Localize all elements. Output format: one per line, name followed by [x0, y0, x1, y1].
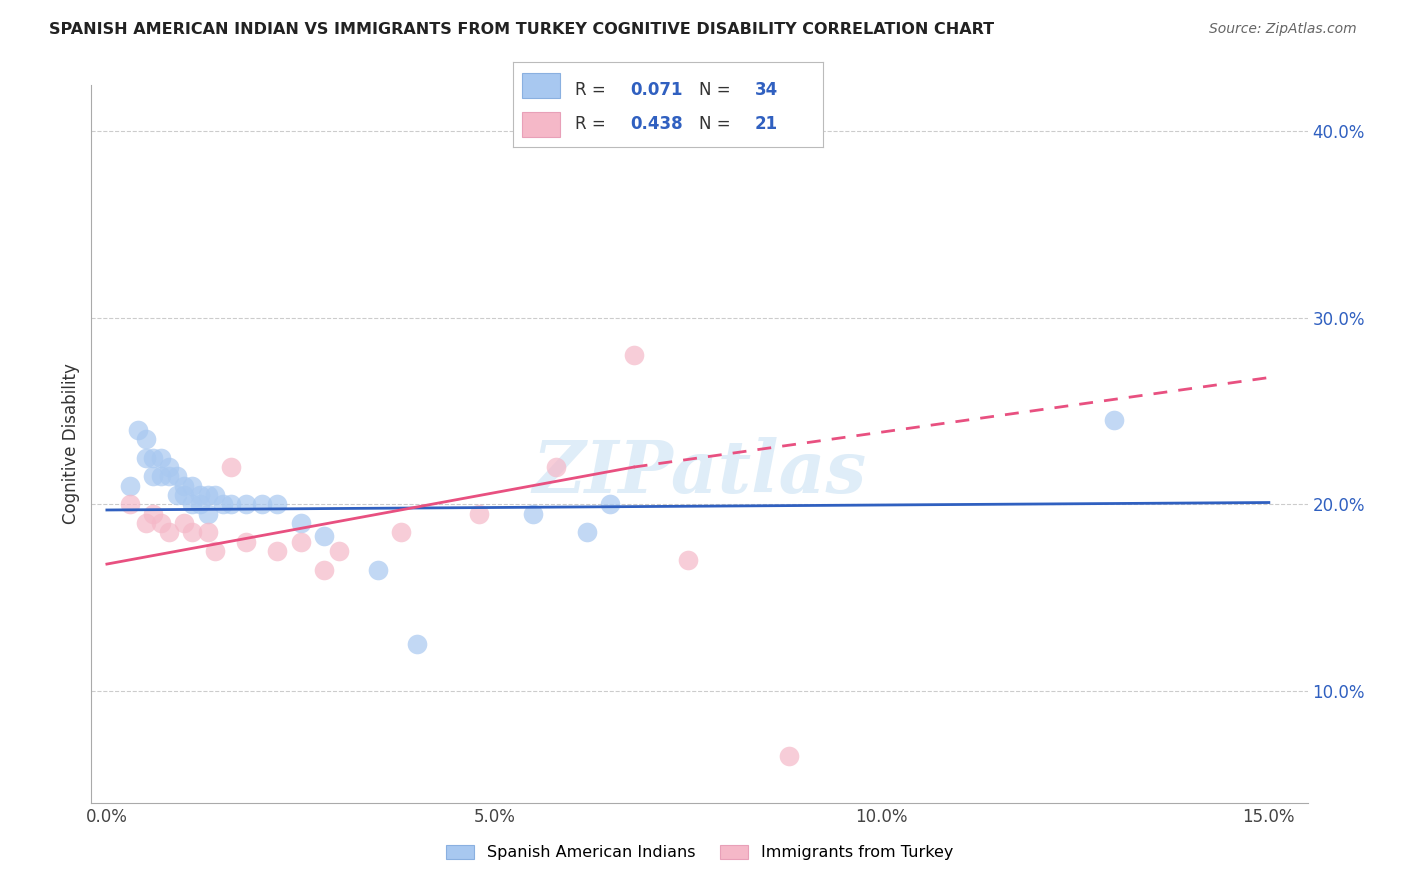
Point — [173, 516, 195, 530]
Text: N =: N = — [699, 80, 735, 98]
Point — [173, 488, 195, 502]
Point — [212, 497, 235, 511]
Point — [120, 479, 142, 493]
Point — [676, 553, 699, 567]
Point — [290, 516, 312, 530]
Point — [235, 534, 257, 549]
Point — [235, 497, 257, 511]
Text: ZIPatlas: ZIPatlas — [533, 437, 866, 508]
Point — [1102, 413, 1125, 427]
Point — [135, 450, 157, 465]
Point — [142, 450, 165, 465]
Text: 0.071: 0.071 — [631, 80, 683, 98]
Point — [312, 529, 335, 543]
Point — [599, 497, 621, 511]
Point — [142, 507, 165, 521]
Point — [546, 460, 568, 475]
Point — [266, 497, 288, 511]
Point — [181, 525, 204, 540]
FancyBboxPatch shape — [523, 112, 560, 137]
Point — [197, 525, 219, 540]
Point — [166, 488, 188, 502]
Point — [328, 544, 350, 558]
Point — [312, 563, 335, 577]
Point — [204, 488, 226, 502]
Point — [166, 469, 188, 483]
Point — [204, 544, 226, 558]
Point — [290, 534, 312, 549]
Text: Source: ZipAtlas.com: Source: ZipAtlas.com — [1209, 22, 1357, 37]
Text: R =: R = — [575, 80, 612, 98]
Point — [522, 507, 544, 521]
Point — [250, 497, 273, 511]
Point — [135, 432, 157, 446]
Point — [135, 516, 157, 530]
Text: SPANISH AMERICAN INDIAN VS IMMIGRANTS FROM TURKEY COGNITIVE DISABILITY CORRELATI: SPANISH AMERICAN INDIAN VS IMMIGRANTS FR… — [49, 22, 994, 37]
Text: 34: 34 — [755, 80, 778, 98]
Text: N =: N = — [699, 115, 735, 133]
Point — [150, 450, 173, 465]
Point — [173, 479, 195, 493]
Point — [181, 479, 204, 493]
FancyBboxPatch shape — [523, 72, 560, 98]
Point — [467, 507, 489, 521]
Point — [389, 525, 412, 540]
Point — [778, 749, 800, 764]
Point — [150, 516, 173, 530]
Point — [623, 348, 645, 362]
Text: 21: 21 — [755, 115, 778, 133]
Text: R =: R = — [575, 115, 612, 133]
Point — [157, 469, 180, 483]
Point — [197, 488, 219, 502]
Y-axis label: Cognitive Disability: Cognitive Disability — [62, 363, 80, 524]
Point — [405, 637, 427, 651]
Point — [197, 507, 219, 521]
Point — [219, 497, 242, 511]
Legend: Spanish American Indians, Immigrants from Turkey: Spanish American Indians, Immigrants fro… — [439, 838, 960, 867]
Point — [266, 544, 288, 558]
Text: 0.438: 0.438 — [631, 115, 683, 133]
Point — [219, 460, 242, 475]
Point — [181, 497, 204, 511]
Point — [157, 460, 180, 475]
Point — [367, 563, 389, 577]
Point — [127, 423, 149, 437]
Point — [120, 497, 142, 511]
Point — [576, 525, 599, 540]
Point — [157, 525, 180, 540]
Point — [150, 469, 173, 483]
Point — [142, 469, 165, 483]
Point — [188, 497, 211, 511]
Point — [188, 488, 211, 502]
